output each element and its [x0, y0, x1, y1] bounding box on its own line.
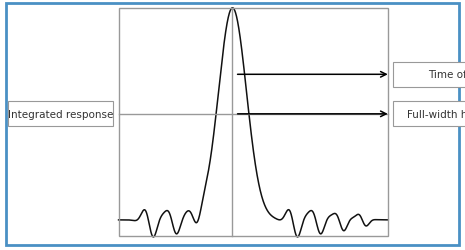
- Bar: [119, 9, 388, 236]
- Text: Full-width half-maximum: Full-width half-maximum: [407, 110, 465, 119]
- Text: Integrated response: Integrated response: [8, 110, 113, 119]
- Bar: [393, 102, 465, 127]
- Bar: [8, 102, 113, 127]
- Bar: [393, 62, 465, 88]
- Text: Time of flight: Time of flight: [428, 70, 465, 80]
